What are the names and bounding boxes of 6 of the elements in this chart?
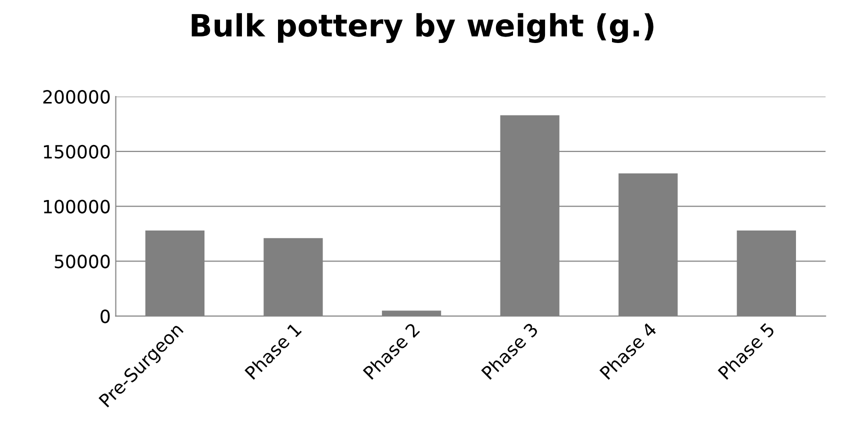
y-tick-label: 0 bbox=[100, 310, 110, 324]
y-tick-label: 200000 bbox=[43, 90, 110, 104]
y-tick-label: 100000 bbox=[44, 200, 110, 214]
y-tick-label: 50000 bbox=[54, 254, 110, 268]
chart-title: Bulk pottery by weight (g.) bbox=[192, 13, 654, 43]
y-tick-label: 150000 bbox=[44, 144, 110, 159]
